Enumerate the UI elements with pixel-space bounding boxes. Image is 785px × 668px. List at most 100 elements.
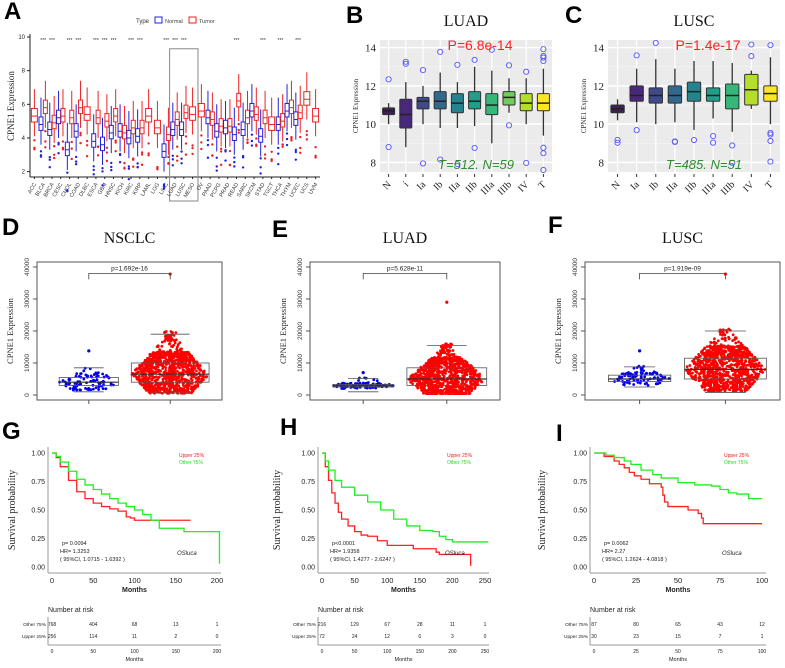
normal-point <box>97 388 101 391</box>
risk-row-label: Other 75% <box>293 622 317 628</box>
risk-value: 87 <box>591 622 597 628</box>
risk-row-label: Other 75% <box>23 622 47 628</box>
tumor-point <box>418 369 422 373</box>
tumor-point <box>744 384 748 388</box>
tumor-point <box>705 349 709 353</box>
tumor-point <box>169 330 173 333</box>
tumor-point <box>442 356 445 360</box>
tumor-point <box>136 370 140 374</box>
tumor-point <box>447 349 451 353</box>
survival-curve-other <box>594 452 762 500</box>
tumor-point <box>184 378 188 382</box>
normal-box <box>240 121 246 136</box>
tumor-point <box>194 376 198 380</box>
risk-x-tick-label: 200 <box>213 649 222 655</box>
normal-outlier <box>215 156 218 159</box>
tumor-point <box>731 333 735 337</box>
normal-point <box>92 378 95 382</box>
tumor-point <box>191 357 195 361</box>
tumor-box <box>245 109 251 125</box>
stat-text: HR= 1.3253 <box>60 549 90 555</box>
risk-x-tick-label: 200 <box>448 649 457 655</box>
tumor-point <box>153 370 157 374</box>
normal-outlier <box>127 177 131 181</box>
tumor-outlier <box>211 154 214 157</box>
normal-outlier <box>110 161 113 165</box>
risk-x-tick-label: 50 <box>352 649 358 655</box>
tumor-outlier <box>52 145 56 148</box>
tumor-point <box>461 362 465 366</box>
outlier <box>614 139 621 146</box>
p-value-annotation: P=6.8e-14 <box>448 37 513 53</box>
tumor-point <box>732 353 735 357</box>
panel-label-f: F <box>548 212 563 239</box>
tumor-point <box>140 383 144 387</box>
significance-mark: *** <box>278 38 284 44</box>
tumor-outlier <box>44 140 47 143</box>
tumor-point <box>729 346 733 350</box>
x-axis-label: Months <box>122 587 147 594</box>
tumor-box <box>104 113 110 128</box>
y-axis-label: Survival probability <box>272 470 283 550</box>
tumor-outlier <box>167 155 170 159</box>
normal-box <box>223 119 229 135</box>
chart-title: LUSC <box>662 230 703 247</box>
tumor-point <box>135 367 139 371</box>
y-tick-label: 40000 <box>572 258 579 276</box>
tumor-point <box>146 365 150 369</box>
tumor-outlier <box>114 149 117 153</box>
normal-point <box>654 382 658 386</box>
normal-point <box>658 381 662 385</box>
tumor-point <box>422 388 426 392</box>
risk-value: 13 <box>173 622 179 628</box>
tumor-point <box>432 369 436 373</box>
normal-point <box>92 387 95 391</box>
tumor-point <box>429 359 433 362</box>
tumor-point <box>738 385 742 389</box>
normal-point <box>68 382 72 385</box>
max-point <box>87 349 91 353</box>
y-tick-label: 0.00 <box>301 565 315 572</box>
tumor-point <box>176 388 180 392</box>
normal-point <box>101 387 105 391</box>
tumor-outlier <box>191 152 194 156</box>
normal-box <box>214 123 220 138</box>
normal-point <box>75 372 79 376</box>
outlier <box>633 127 640 134</box>
tumor-outlier <box>290 139 293 142</box>
stage-box <box>725 83 740 110</box>
x-tick-label: IIIb <box>496 179 514 197</box>
tumor-point <box>420 388 424 392</box>
tumor-point <box>714 341 718 345</box>
tumor-point <box>192 374 196 377</box>
x-tick-label: 25 <box>632 576 640 585</box>
tumor-point <box>187 358 191 362</box>
tumor-point <box>701 361 705 365</box>
y-tick-label: 20000 <box>297 322 304 340</box>
risk-value: 67 <box>384 622 390 628</box>
panel-label-b: B <box>346 2 364 29</box>
tumor-point <box>717 359 721 362</box>
stat-text: ( 95%CI, 1.2624 - 4.0818 ) <box>602 557 667 563</box>
tumor-point <box>724 350 728 354</box>
y-axis-label: CPNE1 Expression <box>278 297 288 364</box>
risk-value: 114 <box>89 634 97 640</box>
tumor-outlier <box>147 154 150 157</box>
normal-box <box>205 109 211 125</box>
tumor-point <box>741 365 745 369</box>
outlier <box>767 137 774 145</box>
tumor-outlier <box>255 137 258 140</box>
stage-box <box>468 91 482 110</box>
tumor-point <box>752 376 756 380</box>
normal-point <box>89 388 93 392</box>
normal-point <box>629 372 632 376</box>
outlier <box>437 48 444 55</box>
y-tick-label: 12 <box>365 81 376 93</box>
tumor-point <box>744 360 748 364</box>
tumor-box <box>236 92 242 108</box>
tumor-point <box>444 346 448 350</box>
tumor-point <box>713 376 716 380</box>
normal-point <box>61 379 65 382</box>
tumor-outlier <box>176 155 179 158</box>
normal-point <box>646 383 650 387</box>
